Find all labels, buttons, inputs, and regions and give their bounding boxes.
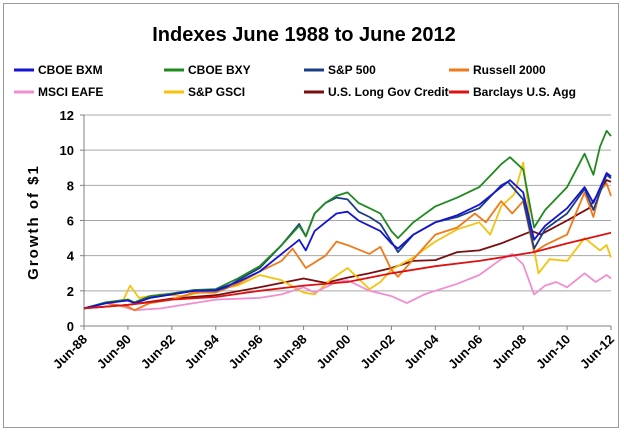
- y-tick-label-10: 10: [60, 143, 74, 158]
- series-line-msci-eafe: [83, 253, 612, 312]
- chart-title: Indexes June 1988 to June 2012: [152, 24, 456, 46]
- legend-label-s-p-500: S&P 500: [328, 63, 376, 77]
- x-tick-label-jun-96: Jun-96: [226, 332, 266, 372]
- x-tick-label-jun-88: Jun-88: [50, 332, 90, 372]
- y-tick-label-12: 12: [60, 108, 74, 123]
- y-axis-label: Growth of $1: [25, 164, 42, 280]
- y-tick-label-4: 4: [67, 249, 75, 264]
- x-tick-label-jun-92: Jun-92: [138, 332, 178, 372]
- legend-label-barclays-u-s-agg: Barclays U.S. Agg: [473, 85, 576, 99]
- chart-frame: Indexes June 1988 to June 2012 CBOE BXM C…: [3, 3, 619, 428]
- x-tick-label-jun-06: Jun-06: [445, 332, 485, 372]
- chart-svg: Indexes June 1988 to June 2012 CBOE BXM C…: [14, 24, 617, 372]
- axes: [80, 114, 612, 330]
- x-tick-labels: Jun-88 Jun-90 Jun-92 Jun-94 Jun-96 Jun-98 Jun-…: [50, 331, 617, 372]
- x-tick-label-jun-90: Jun-90: [94, 332, 134, 372]
- x-tick-label-jun-02: Jun-02: [357, 332, 397, 372]
- y-tick-labels: 0 2 4 6 8 10 12: [60, 108, 75, 334]
- legend-label-s-p-gsci: S&P GSCI: [188, 85, 245, 99]
- legend-label-u-s-long-gov-credit: U.S. Long Gov Credit: [328, 85, 449, 99]
- legend-label-russell-2000: Russell 2000: [473, 63, 546, 77]
- legend: CBOE BXM CBOE BXY S&P 500 Russell 2000 MSCI …: [14, 63, 576, 99]
- x-tick-label-jun-08: Jun-08: [489, 332, 529, 372]
- x-tick-label-jun-94: Jun-94: [182, 331, 223, 372]
- series-line-cboe-bxm: [83, 172, 612, 310]
- x-tick-label-jun-04: Jun-04: [401, 331, 442, 372]
- x-tick-label-jun-98: Jun-98: [269, 332, 309, 372]
- x-tick-label-jun-12: Jun-12: [577, 332, 617, 372]
- y-tick-label-8: 8: [67, 178, 74, 193]
- x-tick-label-jun-00: Jun-00: [313, 332, 353, 372]
- series-line-u-s-long-gov-credit: [83, 179, 612, 310]
- legend-label-msci-eafe: MSCI EAFE: [38, 85, 103, 99]
- series-line-s-p-gsci: [83, 161, 612, 310]
- series-line-barclays-u-s-agg: [83, 231, 612, 310]
- legend-label-cboe-bxm: CBOE BXM: [38, 63, 103, 77]
- y-tick-label-6: 6: [67, 214, 74, 229]
- series-lines: [83, 129, 612, 312]
- y-tick-label-0: 0: [67, 319, 74, 334]
- series-line-russell-2000: [83, 182, 612, 312]
- grid: [84, 114, 611, 292]
- y-tick-label-2: 2: [67, 284, 74, 299]
- x-tick-label-jun-10: Jun-10: [533, 332, 573, 372]
- legend-label-cboe-bxy: CBOE BXY: [188, 63, 251, 77]
